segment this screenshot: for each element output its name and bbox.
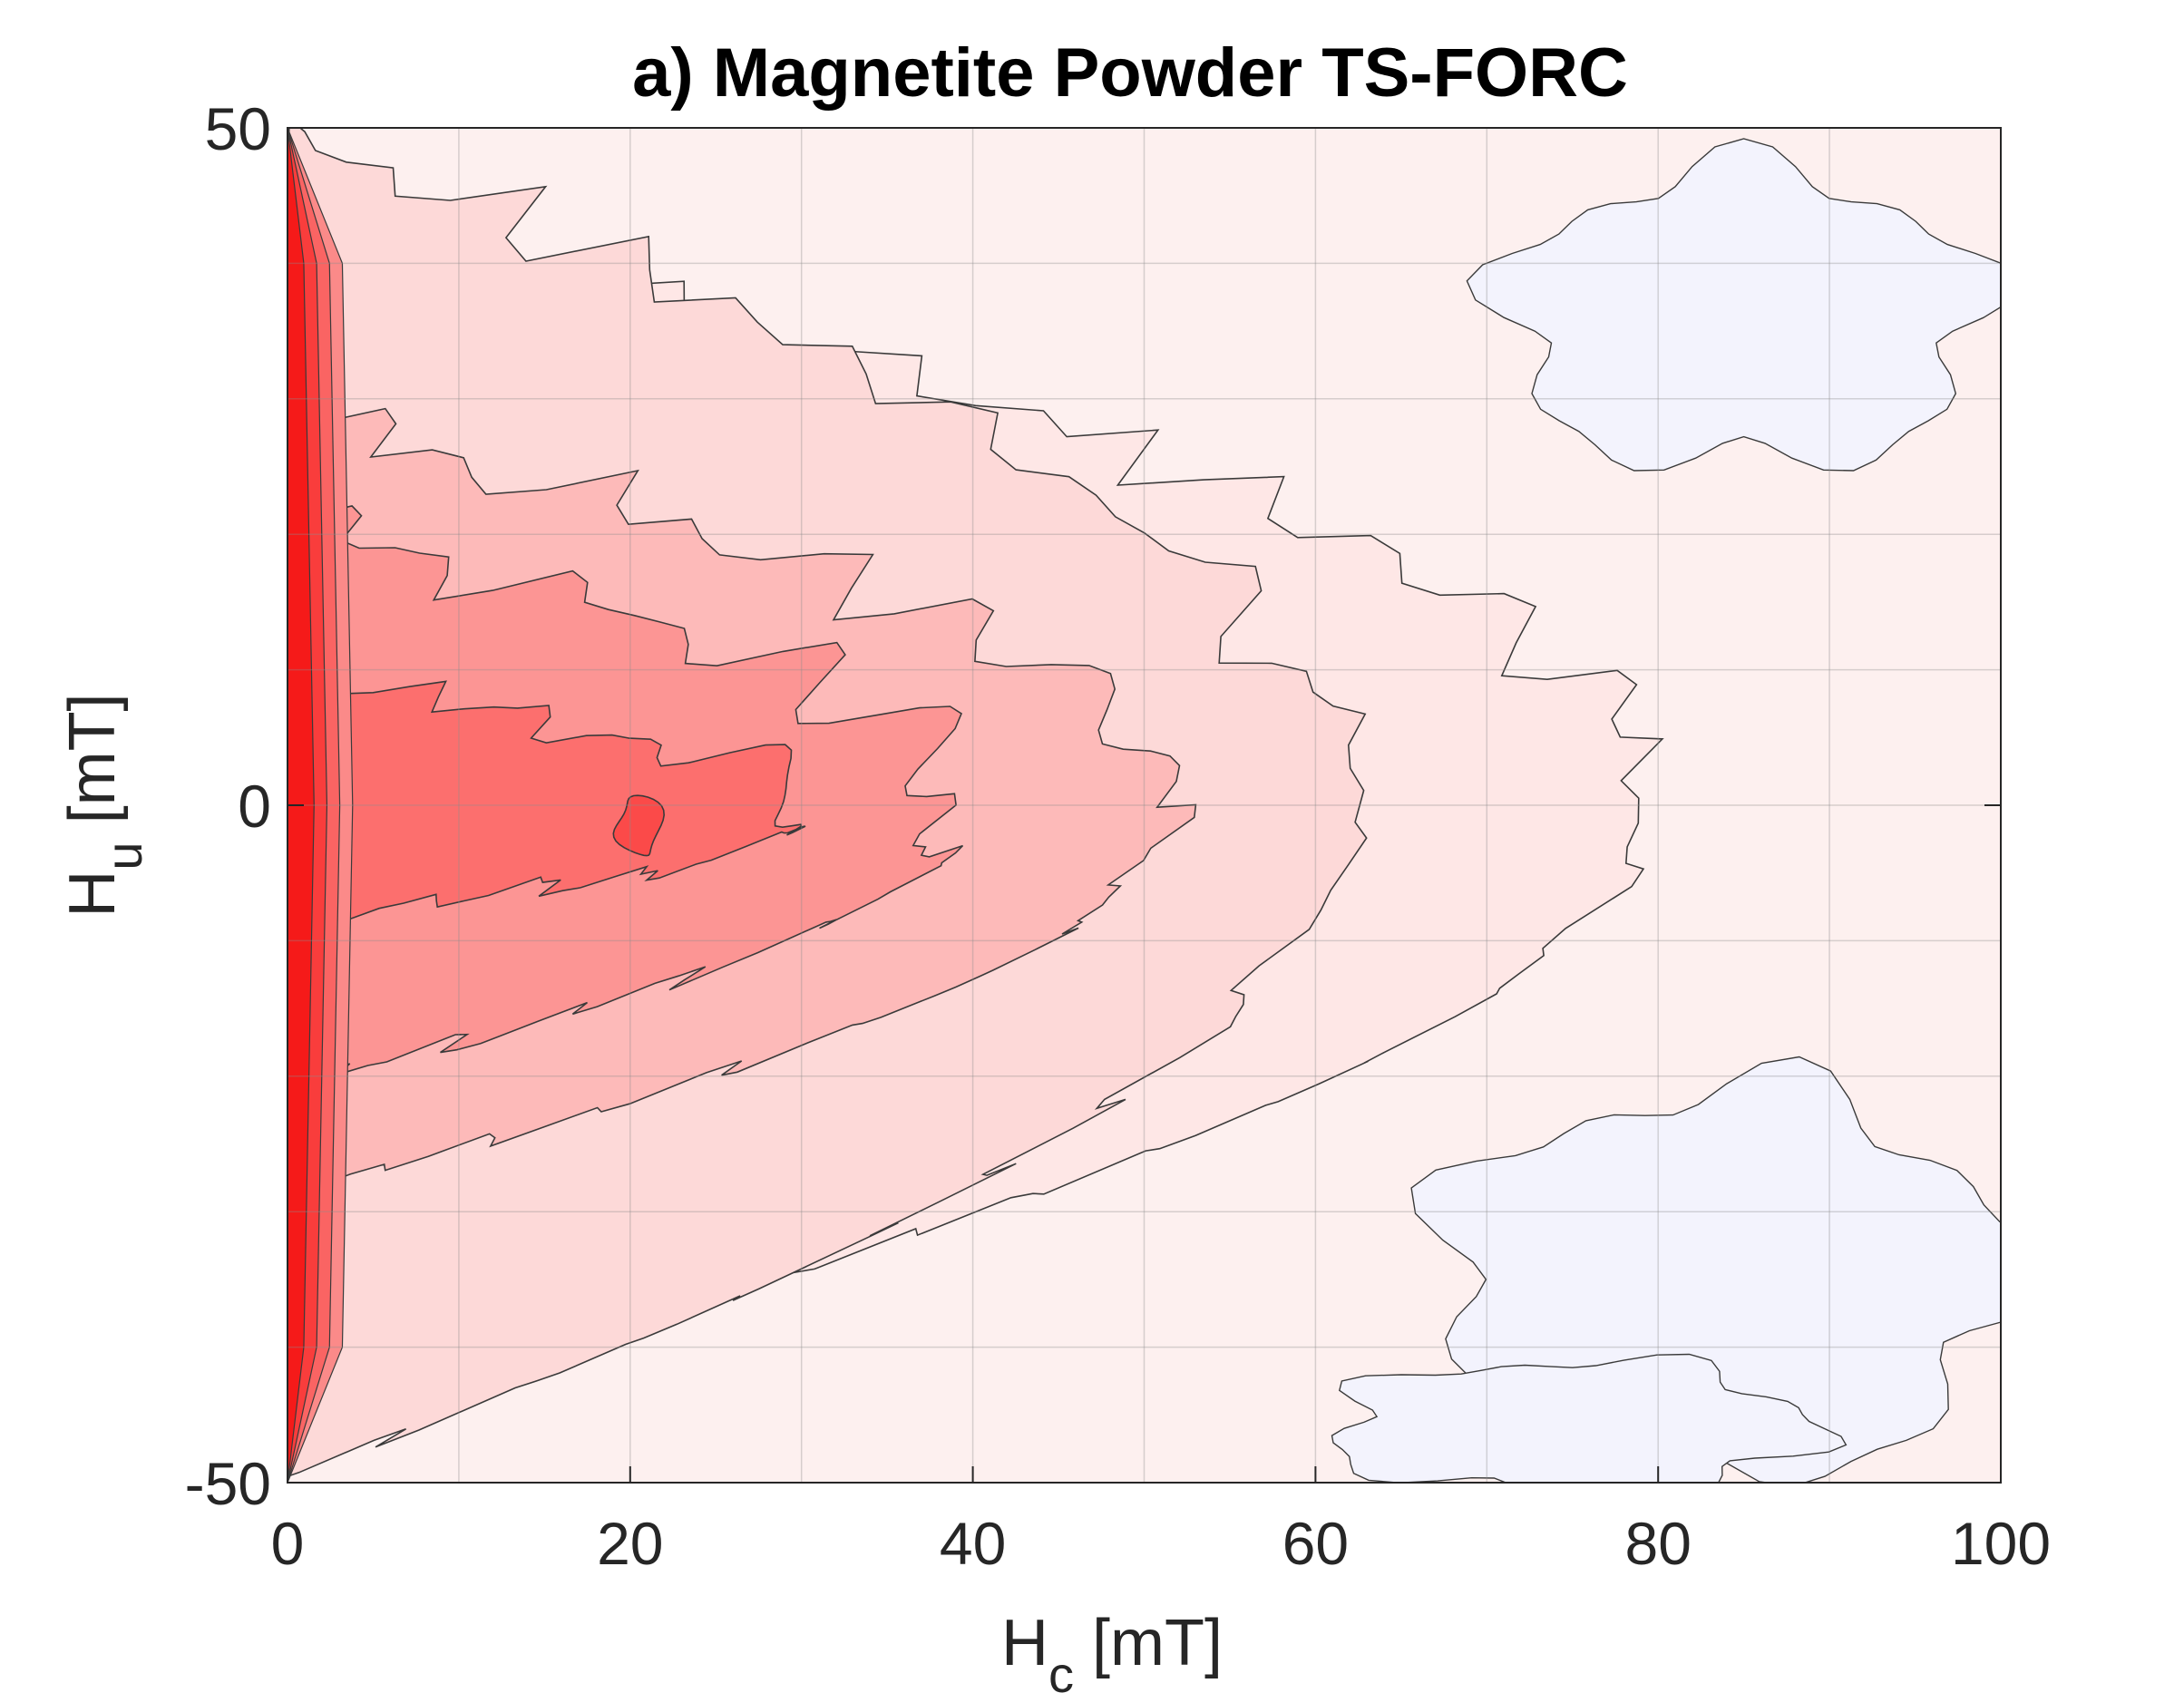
y-tick-label: 0 bbox=[238, 773, 271, 840]
y-axis-label-unit: [mT] bbox=[56, 693, 129, 842]
grid-layer bbox=[288, 128, 2001, 1483]
chart-title: a) Magnetite Powder TS-FORC bbox=[632, 34, 1628, 112]
x-axis-label-unit: [mT] bbox=[1074, 1607, 1223, 1679]
x-axis-label-main: H bbox=[1001, 1607, 1048, 1679]
x-tick-label: 100 bbox=[1951, 1510, 2051, 1577]
negative-region-2 bbox=[1331, 1353, 1848, 1483]
negative-region-0 bbox=[1466, 138, 2001, 472]
y-axis-label-main: H bbox=[56, 871, 129, 918]
y-axis-ticks: -50 0 50 bbox=[185, 95, 2001, 1517]
y-axis-label: Hu [mT] bbox=[56, 693, 152, 917]
x-tick-label: 0 bbox=[271, 1510, 305, 1577]
y-axis-label-sub: u bbox=[95, 842, 152, 870]
contour-layer bbox=[288, 128, 2001, 1483]
x-axis-label: Hc [mT] bbox=[1001, 1607, 1223, 1693]
x-axis-ticks: 0 20 40 60 80 100 bbox=[271, 1466, 2051, 1577]
contour-level-6 bbox=[612, 794, 666, 857]
x-tick-label: 40 bbox=[940, 1510, 1006, 1577]
x-tick-label: 60 bbox=[1282, 1510, 1349, 1577]
x-axis-label-sub: c bbox=[1048, 1646, 1074, 1693]
x-tick-label: 80 bbox=[1624, 1510, 1691, 1577]
contour-level-5 bbox=[288, 672, 806, 930]
y-tick-label: -50 bbox=[185, 1450, 271, 1517]
x-tick-label: 20 bbox=[597, 1510, 663, 1577]
y-tick-label: 50 bbox=[205, 95, 271, 162]
